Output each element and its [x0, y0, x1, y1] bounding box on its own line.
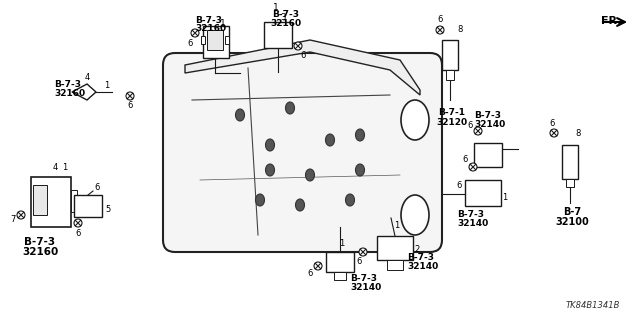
- Text: 1: 1: [220, 19, 226, 28]
- Text: 6: 6: [356, 258, 362, 267]
- Ellipse shape: [401, 100, 429, 140]
- Text: 32140: 32140: [457, 219, 488, 228]
- Circle shape: [314, 262, 322, 270]
- Text: 7: 7: [10, 215, 16, 225]
- Text: 32140: 32140: [474, 120, 505, 129]
- Text: TK84B1341B: TK84B1341B: [566, 301, 620, 310]
- Text: 6: 6: [456, 181, 461, 190]
- Ellipse shape: [346, 194, 355, 206]
- Text: 6: 6: [94, 182, 100, 191]
- Text: 1: 1: [273, 4, 279, 12]
- Bar: [264, 22, 292, 48]
- Text: 1: 1: [394, 221, 399, 230]
- Bar: [377, 236, 413, 260]
- Text: 6: 6: [307, 269, 313, 278]
- Bar: [446, 70, 454, 80]
- Circle shape: [359, 248, 367, 256]
- Text: 32140: 32140: [407, 262, 438, 271]
- Ellipse shape: [355, 164, 365, 176]
- Bar: [465, 180, 501, 206]
- Text: 4: 4: [84, 74, 90, 83]
- Ellipse shape: [401, 195, 429, 235]
- Ellipse shape: [296, 199, 305, 211]
- Text: 6: 6: [467, 121, 473, 130]
- Bar: [334, 272, 346, 280]
- Text: B-7-3: B-7-3: [54, 80, 81, 89]
- Text: 1: 1: [62, 163, 68, 172]
- Bar: [201, 36, 205, 44]
- Ellipse shape: [285, 102, 294, 114]
- Text: B-7: B-7: [563, 207, 581, 217]
- Text: 3: 3: [280, 12, 285, 21]
- Bar: [71, 190, 77, 212]
- Text: 32160: 32160: [195, 24, 226, 33]
- Circle shape: [126, 92, 134, 100]
- Text: FR.: FR.: [601, 16, 621, 26]
- Bar: [442, 40, 458, 70]
- Circle shape: [74, 219, 82, 227]
- Text: 32160: 32160: [22, 247, 58, 257]
- Bar: [387, 260, 403, 270]
- Bar: [562, 145, 578, 179]
- Text: B-7-3: B-7-3: [474, 111, 501, 120]
- Ellipse shape: [305, 169, 314, 181]
- Text: 2: 2: [414, 245, 420, 254]
- Circle shape: [550, 129, 558, 137]
- Text: 6: 6: [300, 52, 306, 60]
- Text: 6: 6: [188, 39, 193, 49]
- Text: B-7-3: B-7-3: [407, 253, 434, 262]
- Text: 32100: 32100: [555, 217, 589, 227]
- Bar: [203, 26, 229, 58]
- Bar: [207, 30, 223, 50]
- Bar: [74, 195, 102, 217]
- Text: 32140: 32140: [350, 283, 381, 292]
- Bar: [225, 36, 229, 44]
- Text: 1: 1: [502, 193, 508, 202]
- Bar: [566, 179, 574, 187]
- Ellipse shape: [266, 164, 275, 176]
- Text: B-7-1: B-7-1: [438, 108, 465, 117]
- Text: B-7-3: B-7-3: [195, 16, 222, 25]
- Ellipse shape: [326, 134, 335, 146]
- Text: 1: 1: [339, 239, 344, 249]
- Text: B-7-3: B-7-3: [24, 237, 56, 247]
- Circle shape: [474, 127, 482, 135]
- Text: 32160: 32160: [54, 89, 85, 98]
- Polygon shape: [185, 40, 420, 95]
- Circle shape: [294, 42, 302, 50]
- Text: 32120: 32120: [436, 118, 468, 127]
- Bar: [31, 177, 71, 227]
- Text: 6: 6: [462, 156, 468, 164]
- Circle shape: [17, 211, 25, 219]
- Text: 6: 6: [76, 229, 81, 238]
- FancyBboxPatch shape: [163, 53, 442, 252]
- Polygon shape: [72, 84, 96, 100]
- Circle shape: [191, 29, 199, 37]
- Text: 32160: 32160: [271, 19, 301, 28]
- Bar: [33, 185, 47, 215]
- Circle shape: [436, 26, 444, 34]
- Text: 6: 6: [437, 15, 443, 25]
- Text: 6: 6: [127, 101, 132, 110]
- Ellipse shape: [266, 139, 275, 151]
- Bar: [474, 143, 502, 167]
- Text: 8: 8: [458, 26, 463, 35]
- Text: 1: 1: [104, 82, 109, 91]
- Text: 5: 5: [106, 205, 111, 214]
- Text: B-7-3: B-7-3: [350, 274, 377, 283]
- Text: B-7-3: B-7-3: [457, 210, 484, 219]
- Ellipse shape: [255, 194, 264, 206]
- Ellipse shape: [355, 129, 365, 141]
- Text: B-7-3: B-7-3: [273, 10, 300, 19]
- Text: 4: 4: [52, 163, 58, 172]
- Ellipse shape: [236, 109, 244, 121]
- Text: 8: 8: [575, 129, 580, 138]
- Bar: [326, 252, 354, 272]
- Circle shape: [469, 163, 477, 171]
- Text: 6: 6: [549, 118, 555, 127]
